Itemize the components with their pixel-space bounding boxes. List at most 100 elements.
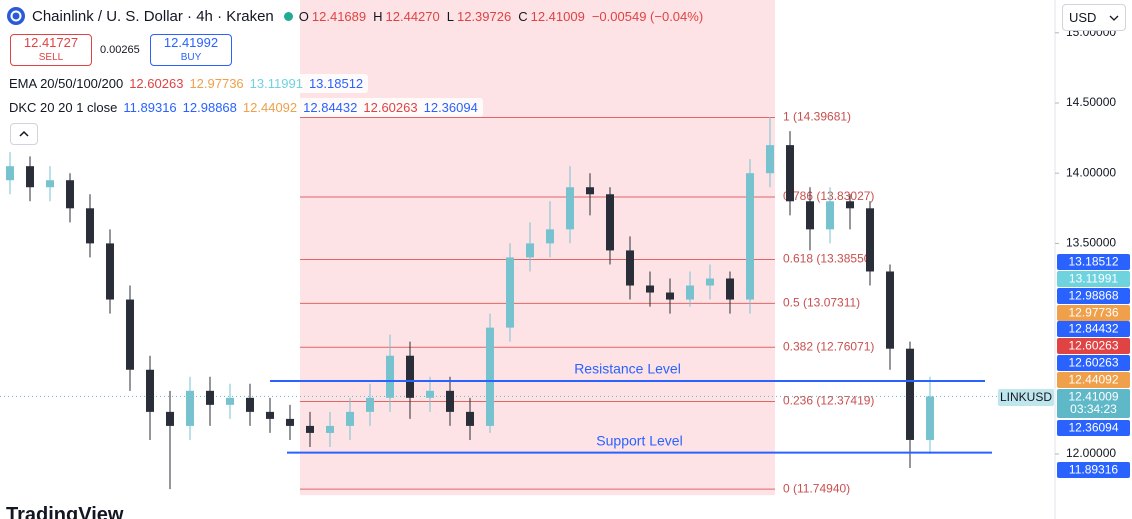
- price-badge: [1057, 321, 1130, 337]
- fib-label: 0.786 (13.83027): [783, 189, 874, 203]
- price-badge-label: 12.60263: [1068, 356, 1118, 370]
- candle-body: [846, 201, 854, 209]
- price-badge-label: 12.60263: [1068, 339, 1118, 353]
- price-badge-label: 12.98868: [1068, 289, 1118, 303]
- candle-body: [126, 299, 134, 370]
- l-label: L: [446, 8, 454, 24]
- fib-label: 1 (14.39681): [783, 110, 851, 124]
- price-badge: [1057, 389, 1130, 418]
- price-badge-label: 12.36094: [1068, 421, 1118, 435]
- candle-body: [726, 278, 734, 300]
- candle-body: [586, 187, 594, 195]
- candle-body: [866, 208, 874, 272]
- candle-body: [346, 411, 354, 426]
- price-badge: [1057, 355, 1130, 371]
- candle-body: [886, 271, 894, 349]
- candle-body: [446, 390, 454, 412]
- price-badge-label: 12.44092: [1068, 373, 1118, 387]
- h-value: 12.44270: [385, 8, 440, 24]
- candle-body: [706, 278, 714, 286]
- sell-button[interactable]: 12.41727 SELL: [10, 34, 92, 66]
- header: Chainlink / U. S. Dollar · 4h · Kraken O…: [6, 6, 703, 26]
- currency-dropdown[interactable]: USD: [1062, 4, 1126, 31]
- candle-body: [506, 257, 514, 328]
- dkc-value: 12.36094: [423, 100, 478, 115]
- candle-body: [526, 243, 534, 258]
- c-value: 12.41009: [530, 8, 585, 24]
- candle-body: [266, 411, 274, 419]
- candle-body: [606, 194, 614, 251]
- symbol-label: LINKUSD: [1000, 390, 1052, 404]
- symbol-badge: [998, 389, 1054, 406]
- buy-button[interactable]: 12.41992 BUY: [150, 34, 232, 66]
- candle-body: [626, 250, 634, 286]
- ema-name: EMA 20/50/100/200: [9, 76, 124, 91]
- c-label: C: [518, 8, 528, 24]
- ema-legend: EMA 20/50/100/200 12.60263 12.97736 13.1199…: [4, 74, 369, 93]
- price-badge: [1057, 254, 1130, 270]
- buy-label: BUY: [180, 52, 202, 63]
- price-badge-label: 13.11991: [1069, 272, 1118, 286]
- y-tick-label: 13.50000: [1066, 236, 1116, 250]
- y-tick-label: 12.00000: [1066, 446, 1116, 460]
- candle-body: [906, 348, 914, 440]
- price-badge-label: 13.18512: [1068, 255, 1118, 269]
- brand: TradingView: [6, 504, 123, 519]
- level-label: Resistance Level: [574, 361, 681, 377]
- spread: 0.00265: [100, 44, 140, 56]
- candle-body: [486, 327, 494, 426]
- dkc-value: 12.44092: [242, 100, 298, 115]
- candle-body: [666, 292, 674, 300]
- candle-body: [226, 397, 234, 405]
- candle-body: [146, 369, 154, 412]
- collapse-button[interactable]: [10, 123, 38, 145]
- candle-body: [386, 355, 394, 398]
- ema-value: 12.60263: [129, 76, 184, 91]
- price-badge: [1057, 271, 1130, 287]
- candle-body: [6, 166, 14, 181]
- y-tick-label: 14.00000: [1066, 165, 1116, 179]
- candle-body: [366, 397, 374, 412]
- candle-body: [686, 285, 694, 300]
- dkc-legend: DKC 20 20 1 close 11.89316 12.98868 12.4409…: [4, 98, 483, 117]
- price-badge-label: 12.97736: [1068, 306, 1118, 320]
- candle-body: [326, 425, 334, 433]
- dkc-value: 12.84432: [303, 100, 358, 115]
- price-badge-label: 11.89316: [1069, 463, 1118, 477]
- candle-body: [66, 180, 74, 209]
- logo-icon: [7, 7, 25, 25]
- candle-body: [306, 425, 314, 433]
- candle-body: [286, 418, 294, 426]
- dkc-value: 12.60263: [363, 100, 418, 115]
- price-badge: [1057, 462, 1130, 478]
- change: −0.00549 (−0.04%): [591, 8, 704, 24]
- candle-body: [826, 201, 834, 230]
- fib-label: 0.236 (12.37419): [783, 394, 874, 408]
- candle-body: [646, 285, 654, 293]
- h-label: H: [373, 8, 383, 24]
- dkc-value: 12.98868: [182, 100, 237, 115]
- candle-body: [186, 390, 194, 426]
- level-label: Support Level: [596, 432, 682, 448]
- sell-label: SELL: [38, 52, 64, 63]
- price-badge: [1057, 305, 1130, 321]
- candle-body: [766, 145, 774, 174]
- chevron-up: [19, 130, 29, 137]
- candle-body: [786, 145, 794, 202]
- candle-body: [806, 201, 814, 230]
- candle-body: [46, 180, 54, 188]
- candle-body: [426, 390, 434, 398]
- symbol-title: Chainlink / U. S. Dollar · 4h · Kraken: [32, 7, 274, 25]
- candle-body: [166, 411, 174, 426]
- candle-body: [26, 166, 34, 188]
- status-dot: [283, 11, 293, 21]
- price-badge: [1057, 338, 1130, 354]
- buy-price: 12.41992: [163, 35, 219, 50]
- fib-label: 0.618 (13.38550): [783, 252, 874, 266]
- fib-zone: [300, 0, 775, 496]
- dkc-name: DKC 20 20 1 close: [9, 100, 118, 115]
- l-value: 12.39726: [456, 8, 512, 24]
- ema-value: 13.18512: [308, 76, 364, 91]
- chevron-down: [1109, 15, 1119, 21]
- fib-label: 0.5 (13.07311): [783, 296, 860, 310]
